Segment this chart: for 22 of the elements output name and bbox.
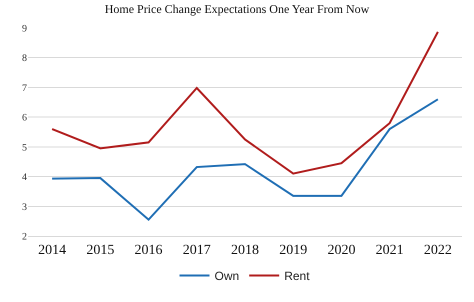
line-series [51, 98, 439, 221]
x-tick-label: 2015 [86, 242, 114, 258]
x-tick-label: 2018 [231, 242, 259, 258]
x-tick-label: 2014 [38, 242, 66, 258]
x-tick-label: 2019 [279, 242, 308, 258]
x-tick-label: 2022 [424, 242, 452, 258]
x-tick-label: 2017 [182, 242, 211, 258]
x-tick-label: 2021 [376, 242, 404, 258]
x-tick-label: 2016 [134, 242, 163, 258]
y-tick-label: 4 [22, 172, 27, 184]
y-tick-label: 9 [22, 24, 27, 34]
y-tick-label: 2 [22, 232, 27, 242]
chart-title: Home Price Change Expectations One Year From Now [104, 2, 370, 16]
legend-label: Own [214, 269, 240, 284]
y-tick-label: 6 [22, 112, 27, 124]
y-tick-label: 3 [22, 202, 27, 213]
line-series [51, 30, 439, 175]
legend-label: Rent [284, 269, 310, 284]
x-tick-label: 2020 [327, 242, 356, 258]
y-tick-label: 8 [22, 53, 27, 64]
y-tick-label: 5 [22, 142, 27, 154]
y-tick-label: 7 [22, 82, 27, 94]
